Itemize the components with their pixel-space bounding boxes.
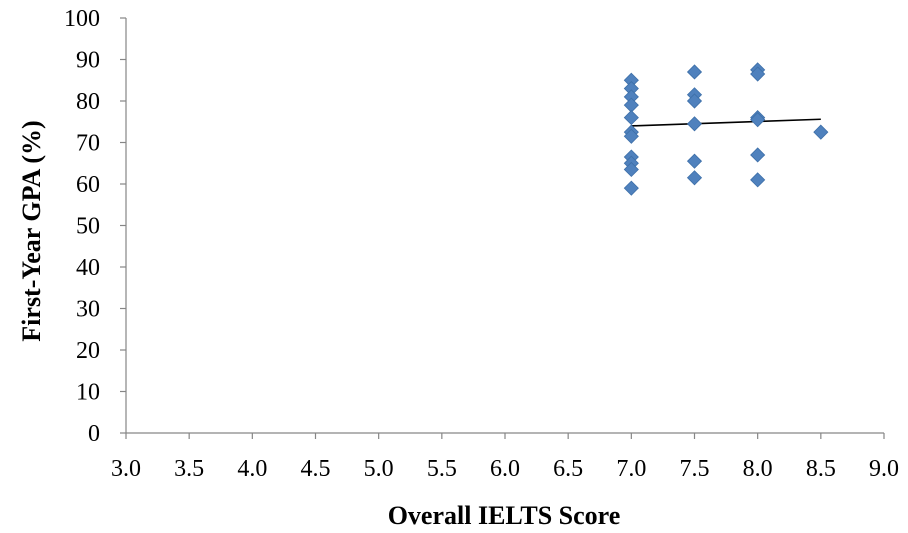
x-tick-label: 6.0 — [490, 456, 520, 482]
y-axis-title: First-Year GPA (%) — [17, 120, 46, 341]
trendline — [631, 118, 821, 127]
data-point — [623, 110, 639, 126]
y-tick-label: 0 — [88, 421, 100, 447]
y-tick-label: 40 — [76, 255, 100, 281]
y-tick-label: 80 — [76, 89, 100, 115]
y-tick-label: 10 — [76, 380, 100, 406]
data-point — [623, 180, 639, 196]
x-tick-label: 6.5 — [553, 456, 583, 482]
y-tick-label: 20 — [76, 338, 100, 364]
x-axis-title: Overall IELTS Score — [388, 501, 621, 530]
y-tick-label: 70 — [76, 131, 100, 157]
axes — [125, 18, 884, 434]
x-tick-labels: 3.0 3.5 4.0 4.5 5.0 5.5 6.0 6.5 7.0 7.5 8.0 8.5 9.0 — [111, 433, 899, 482]
trendline-group — [631, 118, 821, 127]
data-point — [686, 64, 703, 80]
y-tick-label: 30 — [76, 297, 100, 323]
y-tick-label: 90 — [76, 48, 100, 74]
data-point — [686, 153, 703, 169]
data-point — [623, 161, 639, 178]
x-tick-label: 3.5 — [174, 456, 204, 482]
data-point — [686, 116, 703, 132]
x-tick-label: 9.0 — [869, 456, 899, 482]
data-point — [623, 128, 639, 144]
data-point — [686, 170, 703, 186]
x-tick-label: 5.5 — [427, 456, 457, 482]
data-point — [750, 172, 766, 188]
x-tick-label: 7.5 — [680, 456, 710, 482]
x-tick-label: 8.5 — [806, 456, 836, 482]
y-tick-labels: 0 10 20 30 40 50 60 70 80 90 100 — [64, 6, 126, 447]
data-point — [750, 112, 766, 128]
data-point — [686, 93, 703, 109]
y-tick-label: 50 — [76, 214, 100, 240]
x-tick-label: 8.0 — [743, 456, 773, 482]
x-tick-label: 5.0 — [364, 456, 394, 482]
x-tick-label: 4.0 — [237, 456, 267, 482]
x-tick-label: 4.5 — [301, 456, 331, 482]
y-tick-label: 60 — [76, 172, 100, 198]
y-tick-label: 100 — [64, 6, 100, 32]
data-point — [813, 124, 829, 140]
data-point — [750, 66, 766, 82]
data-point — [750, 147, 766, 163]
data-points — [623, 62, 829, 196]
x-tick-label: 3.0 — [111, 456, 141, 482]
x-tick-label: 7.0 — [616, 456, 646, 482]
